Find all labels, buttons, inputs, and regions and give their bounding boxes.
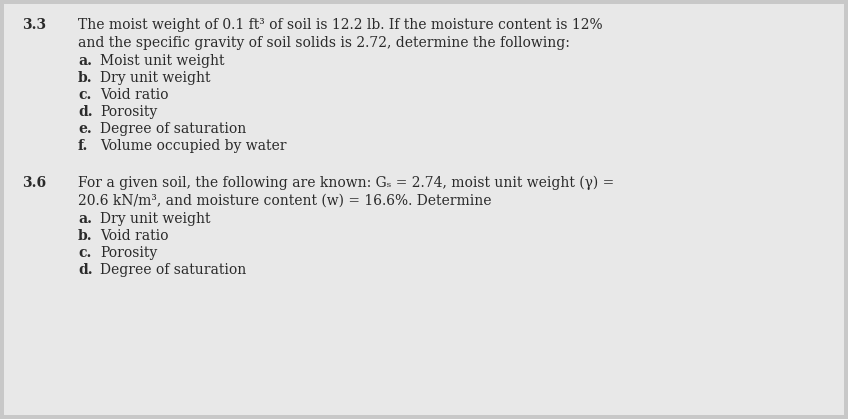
Text: a.: a. [78,212,92,226]
Text: e.: e. [78,122,92,136]
Text: d.: d. [78,105,92,119]
Text: Degree of saturation: Degree of saturation [100,122,246,136]
Text: and the specific gravity of soil solids is 2.72, determine the following:: and the specific gravity of soil solids … [78,36,570,50]
Text: c.: c. [78,246,92,260]
Text: Void ratio: Void ratio [100,88,169,102]
Text: a.: a. [78,54,92,68]
Text: Volume occupied by water: Volume occupied by water [100,139,287,153]
Text: The moist weight of 0.1 ft³ of soil is 12.2 lb. If the moisture content is 12%: The moist weight of 0.1 ft³ of soil is 1… [78,18,603,32]
Text: f.: f. [78,139,88,153]
Text: b.: b. [78,229,92,243]
Text: Porosity: Porosity [100,246,157,260]
Text: b.: b. [78,71,92,85]
Text: Moist unit weight: Moist unit weight [100,54,225,68]
Text: Void ratio: Void ratio [100,229,169,243]
Text: c.: c. [78,88,92,102]
Text: 3.6: 3.6 [22,176,46,190]
Text: Porosity: Porosity [100,105,157,119]
Text: 20.6 kN/m³, and moisture content (w) = 16.6%. Determine: 20.6 kN/m³, and moisture content (w) = 1… [78,194,492,208]
Text: Degree of saturation: Degree of saturation [100,263,246,277]
Text: Dry unit weight: Dry unit weight [100,212,210,226]
Text: d.: d. [78,263,92,277]
Text: Dry unit weight: Dry unit weight [100,71,210,85]
Text: For a given soil, the following are known: Gₛ = 2.74, moist unit weight (γ) =: For a given soil, the following are know… [78,176,614,190]
Text: 3.3: 3.3 [22,18,46,32]
FancyBboxPatch shape [4,4,844,415]
